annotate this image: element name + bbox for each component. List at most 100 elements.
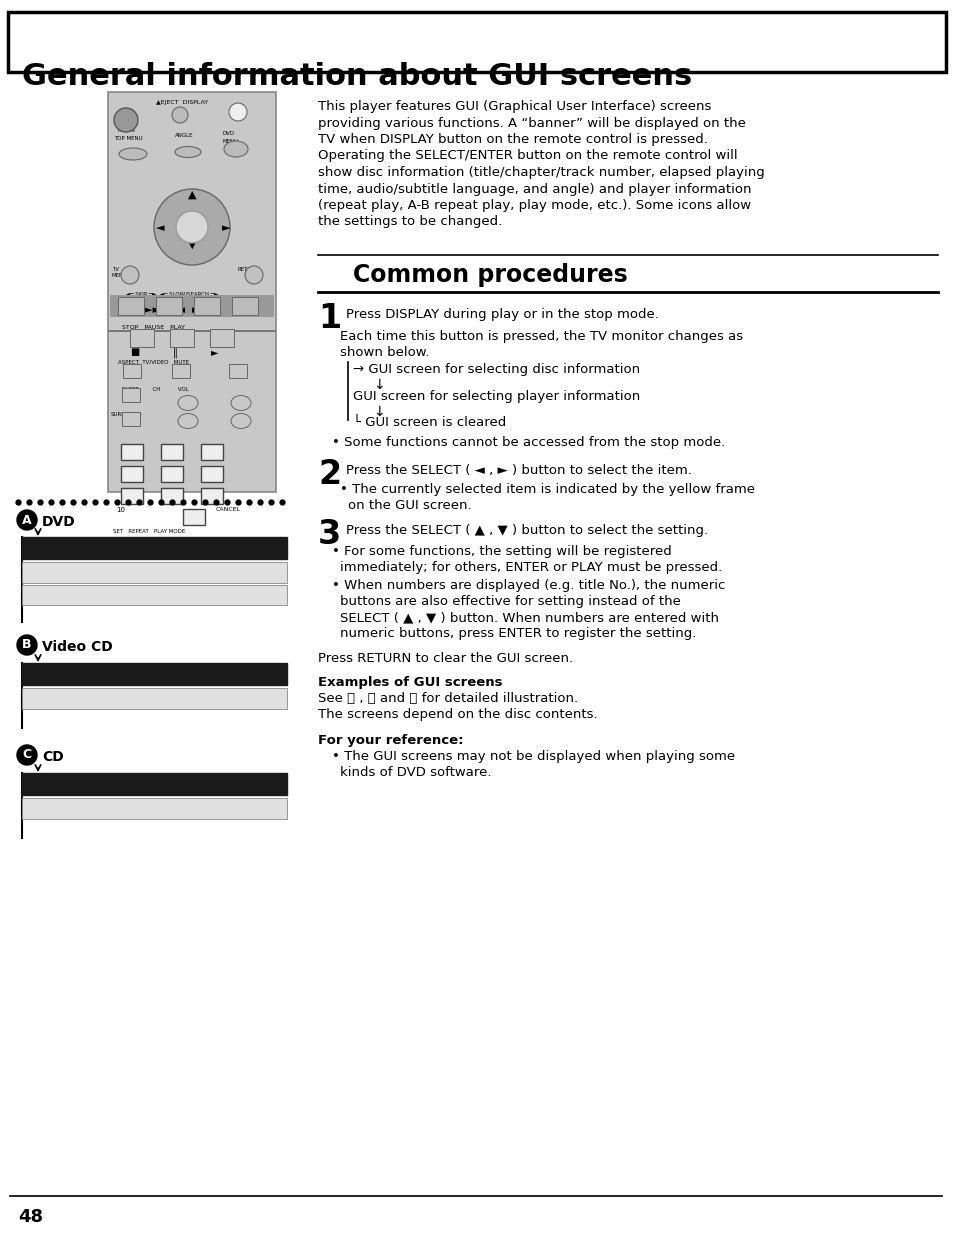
Circle shape (121, 266, 139, 284)
Text: Press the SELECT ( ◄ , ► ) button to select the item.: Press the SELECT ( ◄ , ► ) button to sel… (346, 464, 691, 477)
Bar (121, 488, 143, 504)
Text: Press DISPLAY during play or in the stop mode.: Press DISPLAY during play or in the stop… (346, 308, 659, 321)
Bar (193, 296, 220, 315)
Text: TV
MENU: TV MENU (112, 267, 128, 278)
Bar (122, 412, 140, 426)
Text: TV when DISPLAY button on the remote control is pressed.: TV when DISPLAY button on the remote con… (317, 133, 707, 146)
Bar (108, 330, 275, 332)
Ellipse shape (231, 395, 251, 410)
Bar (22, 688, 287, 709)
Text: 10: 10 (116, 508, 125, 513)
Text: CD: CD (42, 750, 64, 764)
Text: ∧: ∧ (183, 400, 190, 410)
Text: See Ａ , Ｂ and Ｃ for detailed illustration.: See Ａ , Ｂ and Ｃ for detailed illustratio… (317, 692, 578, 705)
Text: Each time this button is pressed, the TV monitor changes as: Each time this button is pressed, the TV… (339, 330, 742, 343)
Bar (122, 388, 140, 403)
Bar (201, 488, 223, 504)
Circle shape (17, 510, 37, 530)
Circle shape (153, 189, 230, 266)
Text: RETURN: RETURN (237, 267, 260, 272)
Ellipse shape (119, 148, 147, 161)
Text: 3: 3 (317, 517, 341, 551)
Text: 01/12  01/05  00:00:00: 01/12 01/05 00:00:00 (28, 568, 132, 577)
Bar (201, 445, 223, 459)
Circle shape (172, 107, 188, 124)
Circle shape (175, 211, 208, 243)
Ellipse shape (174, 147, 201, 158)
Text: B: B (22, 638, 31, 652)
Bar (22, 585, 287, 605)
Text: ►: ► (211, 347, 218, 357)
Bar (161, 488, 183, 504)
Bar (22, 562, 287, 583)
Text: 2: 2 (169, 446, 175, 456)
Ellipse shape (224, 141, 248, 157)
Text: Video CD: Video CD (42, 640, 112, 655)
Text: SET   REPEAT   PLAY MODE: SET REPEAT PLAY MODE (112, 529, 185, 534)
Text: 3: 3 (209, 446, 214, 456)
Text: ANGLE: ANGLE (174, 133, 193, 138)
Bar (172, 364, 190, 378)
Text: DVD/CD: DVD/CD (230, 778, 284, 790)
Text: 1: 1 (129, 446, 135, 456)
Ellipse shape (178, 395, 198, 410)
Text: • Some functions cannot be accessed from the stop mode.: • Some functions cannot be accessed from… (332, 436, 724, 450)
Text: GUI screen for selecting player information: GUI screen for selecting player informat… (353, 390, 639, 403)
Bar (118, 296, 144, 315)
Text: ‖: ‖ (172, 347, 177, 357)
Text: the settings to be changed.: the settings to be changed. (317, 215, 501, 228)
Text: • When numbers are displayed (e.g. title No.), the numeric: • When numbers are displayed (e.g. title… (332, 579, 724, 592)
Text: ◄: ◄ (155, 224, 164, 233)
Text: DVD/CD: DVD/CD (230, 667, 284, 680)
Text: SELECT ( ▲ , ▼ ) button. When numbers are entered with: SELECT ( ▲ , ▼ ) button. When numbers ar… (339, 611, 719, 624)
Bar (123, 364, 141, 378)
Circle shape (229, 103, 247, 121)
Text: ▲: ▲ (188, 190, 196, 200)
Text: ▲EJECT  DISPLAY: ▲EJECT DISPLAY (156, 100, 208, 105)
Circle shape (17, 635, 37, 655)
Text: 5: 5 (169, 468, 175, 478)
Ellipse shape (231, 414, 251, 429)
Bar (108, 91, 275, 492)
Bar (121, 466, 143, 482)
Text: immediately; for others, ENTER or PLAY must be pressed.: immediately; for others, ENTER or PLAY m… (339, 561, 721, 574)
Text: on the GUI screen.: on the GUI screen. (348, 499, 471, 513)
Bar (170, 329, 193, 347)
Text: DVD: DVD (42, 515, 75, 529)
Text: 6: 6 (209, 468, 214, 478)
Text: ⊕ ≡ ⊕  OFF  NORMAL: ⊕ ≡ ⊕ OFF NORMAL (152, 804, 248, 813)
Bar (22, 798, 287, 819)
Text: General information about GUI screens: General information about GUI screens (22, 62, 692, 91)
Text: ↺ ⊕ ≡  OFF  NORMAL: ↺ ⊕ ≡ OFF NORMAL (142, 590, 237, 599)
Text: ↓: ↓ (373, 405, 384, 419)
Text: DVD: DVD (223, 131, 234, 136)
Bar (110, 295, 274, 317)
Text: This player features GUI (Graphical User Interface) screens: This player features GUI (Graphical User… (317, 100, 711, 112)
Bar (130, 329, 153, 347)
Text: ∨: ∨ (183, 417, 190, 429)
Text: 1► 2/0ch  ≡: 1► 2/0ch ≡ (176, 568, 230, 577)
Text: Press the SELECT ( ▲ , ▼ ) button to select the setting.: Press the SELECT ( ▲ , ▼ ) button to sel… (346, 524, 707, 537)
Text: ASPECT  TV/VIDEO   MUTE: ASPECT TV/VIDEO MUTE (118, 359, 189, 366)
Bar (161, 445, 183, 459)
Text: • The GUI screens may not be displayed when playing some: • The GUI screens may not be displayed w… (332, 750, 735, 763)
Text: ►: ► (221, 224, 230, 233)
Text: 8: 8 (169, 490, 175, 500)
Bar (22, 663, 287, 685)
Text: time, audio/subtitle language, and angle) and player information: time, audio/subtitle language, and angle… (317, 183, 751, 195)
Circle shape (245, 266, 263, 284)
Text: +: + (235, 400, 245, 410)
Text: Press RETURN to clear the GUI screen.: Press RETURN to clear the GUI screen. (317, 652, 573, 664)
Circle shape (113, 107, 138, 132)
Bar (183, 509, 205, 525)
Text: FULL: FULL (30, 541, 65, 555)
Text: → GUI screen for selecting disc information: → GUI screen for selecting disc informat… (353, 363, 639, 375)
Text: ENTER: ENTER (179, 220, 205, 226)
Text: Common procedures: Common procedures (353, 263, 627, 287)
Bar (229, 364, 247, 378)
Text: The screens depend on the disc contents.: The screens depend on the disc contents. (317, 708, 597, 721)
Text: For your reference:: For your reference: (317, 734, 463, 747)
Text: buttons are also effective for setting instead of the: buttons are also effective for setting i… (339, 595, 680, 608)
Text: providing various functions. A “banner” will be displayed on the: providing various functions. A “banner” … (317, 116, 745, 130)
Bar (156, 296, 182, 315)
